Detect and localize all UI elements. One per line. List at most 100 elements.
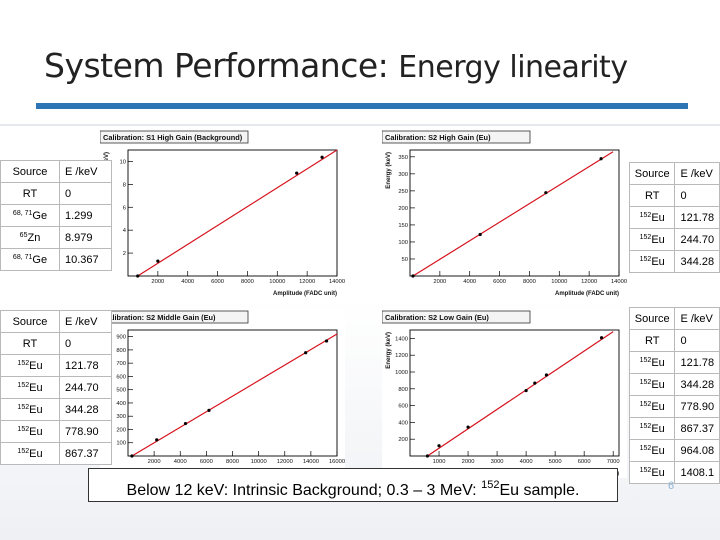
caption-text-b: Eu sample. xyxy=(499,482,580,499)
x-tick-label: 12000 xyxy=(277,459,293,465)
data-point xyxy=(183,421,188,426)
energy-table-s2-middle: Source E /keV RT 0 152Eu 121.78 152Eu 244.70 152… xyxy=(0,310,112,465)
y-tick-label: 350 xyxy=(398,155,408,161)
x-tick-label: 8000 xyxy=(241,279,254,285)
source-cell: 152Eu xyxy=(0,420,60,443)
data-point xyxy=(320,155,324,159)
energy-cell: 0 xyxy=(674,184,720,207)
title-main: System Performance: xyxy=(44,46,389,85)
energy-cell: 1.299 xyxy=(59,204,112,227)
source-cell: 152Eu xyxy=(0,398,60,421)
data-point xyxy=(466,425,470,429)
energy-cell: 778.90 xyxy=(674,395,720,418)
table-row: RT 0 xyxy=(628,329,720,352)
source-cell: 152Eu xyxy=(0,354,60,377)
source-cell: 152Eu xyxy=(0,376,60,399)
table-row: 152Eu 867.37 xyxy=(0,442,112,465)
source-cell: RT xyxy=(628,184,676,207)
data-point xyxy=(533,381,537,385)
x-tick-label: 16000 xyxy=(329,459,345,465)
header-source: Source xyxy=(0,160,60,183)
x-tick-label: 4000 xyxy=(463,279,476,285)
y-tick-label: 400 xyxy=(116,401,126,407)
isotope-mass: 152 xyxy=(17,425,30,433)
x-tick-label: 6000 xyxy=(493,279,506,285)
header-energy: E /keV xyxy=(59,160,112,183)
table-row: RT 0 xyxy=(628,184,720,207)
data-point xyxy=(304,351,308,355)
isotope-mass: 152 xyxy=(17,359,30,367)
isotope-mass: 152 xyxy=(17,447,30,455)
x-tick-label: 2000 xyxy=(151,279,164,285)
isotope-element: Eu xyxy=(651,255,665,268)
data-point xyxy=(130,454,134,458)
y-tick-label: 600 xyxy=(398,404,408,410)
data-point xyxy=(478,232,482,237)
energy-cell: 867.37 xyxy=(59,442,112,465)
energy-table-s2-high: Source E /keV RT 0 152Eu 121.78 152Eu 244.70 152… xyxy=(628,162,720,273)
fit-line xyxy=(137,149,338,277)
y-tick-label: 1400 xyxy=(395,336,408,342)
table-row: 152Eu 344.28 xyxy=(628,373,720,396)
energy-cell: 8.979 xyxy=(59,226,112,249)
caption-box: Below 12 keV: Intrinsic Background; 0.3 … xyxy=(88,468,618,502)
source-cell: 152Eu xyxy=(628,461,676,484)
content-divider xyxy=(0,124,720,126)
y-axis-label: Energy (keV) xyxy=(386,332,392,369)
data-point xyxy=(425,454,430,458)
isotope-mass: 152 xyxy=(639,255,652,263)
data-point xyxy=(207,408,211,412)
isotope-mass: 152 xyxy=(639,466,652,474)
y-tick-label: 400 xyxy=(398,420,408,426)
data-point xyxy=(599,336,604,340)
source-cell: 152Eu xyxy=(628,373,676,396)
isotope-element: Eu xyxy=(651,378,665,391)
y-tick-label: 700 xyxy=(116,361,126,367)
x-tick-label: 10000 xyxy=(251,459,267,465)
source-cell: RT xyxy=(0,332,60,355)
chart-title-box xyxy=(100,130,249,144)
source-cell: 152Eu xyxy=(628,395,676,418)
caption-text-a: Below 12 keV: Intrinsic Background; 0.3 … xyxy=(126,482,482,499)
isotope-element: RT xyxy=(22,337,38,350)
isotope-mass: 152 xyxy=(639,233,652,241)
x-tick-label: 12000 xyxy=(581,279,597,285)
x-tick-label: 14000 xyxy=(329,279,345,285)
y-tick-label: 4 xyxy=(123,228,127,234)
isotope-element: RT xyxy=(644,189,660,202)
fit-line xyxy=(427,331,614,457)
isotope-mass: 65 xyxy=(19,231,28,239)
x-tick-label: 4000 xyxy=(174,459,187,465)
isotope-mass: 152 xyxy=(639,444,652,452)
energy-cell: 1408.1 xyxy=(674,461,720,484)
y-tick-label: 50 xyxy=(402,257,408,263)
energy-cell: 867.37 xyxy=(674,417,720,440)
isotope-mass: 68, 71 xyxy=(12,209,33,217)
y-tick-label: 100 xyxy=(398,240,408,246)
chart-svg: Calibration: S1 High Gain (Background)En… xyxy=(100,130,345,298)
energy-table-background: Source E /keV RT 0 68, 71Ge 1.299 65Zn 8.979 68,… xyxy=(0,160,112,271)
x-tick-label: 1000 xyxy=(433,459,446,465)
isotope-mass: 152 xyxy=(639,400,652,408)
isotope-element: Ge xyxy=(32,253,48,266)
isotope-mass: 152 xyxy=(639,356,652,364)
x-tick-label: 6000 xyxy=(200,459,213,465)
y-tick-label: 8 xyxy=(123,182,126,188)
energy-cell: 344.28 xyxy=(674,373,720,396)
isotope-element: Zn xyxy=(27,231,41,244)
table-row: 152Eu 778.90 xyxy=(0,420,112,443)
header-energy: E /keV xyxy=(674,162,720,185)
x-tick-label: 4000 xyxy=(181,279,194,285)
isotope-element: Eu xyxy=(651,422,665,435)
table-row: 152Eu 244.70 xyxy=(628,228,720,251)
title-sub: Energy linearity xyxy=(398,50,628,85)
table-row: 152Eu 778.90 xyxy=(628,395,720,418)
source-cell: 152Eu xyxy=(628,439,676,462)
x-tick-label: 6000 xyxy=(211,279,224,285)
x-tick-label: 7000 xyxy=(607,459,620,465)
x-tick-label: 8000 xyxy=(226,459,239,465)
chart-title-box xyxy=(382,130,531,144)
table-row: 68, 71Ge 1.299 xyxy=(0,204,112,227)
chart-title: Calibration: S2 Low Gain (Eu) xyxy=(385,313,489,322)
isotope-element: Ge xyxy=(32,209,48,222)
